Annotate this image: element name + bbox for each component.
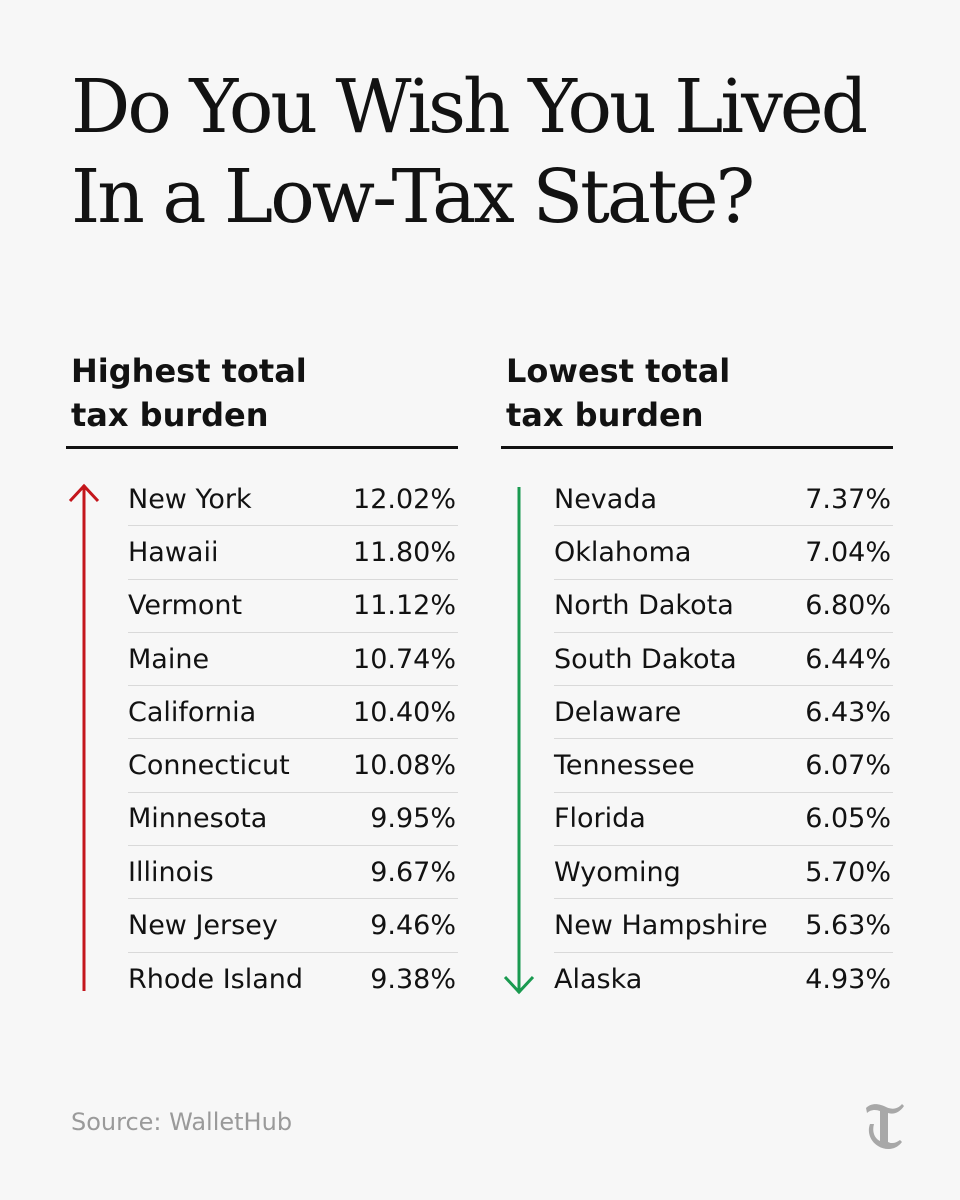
lowest-heading-line-1: Lowest total [506, 352, 731, 390]
up-arrow-head [68, 483, 100, 503]
lowest-heading-line-2: tax burden [506, 396, 704, 434]
list-item: Oklahoma 7.04% [554, 526, 893, 580]
tax-percent: 6.80% [805, 590, 891, 622]
state-name: New Jersey [128, 910, 278, 942]
tax-percent: 6.43% [805, 696, 891, 728]
state-name: North Dakota [554, 590, 734, 622]
list-item: Wyoming 5.70% [554, 846, 893, 900]
up-arrow-icon [68, 483, 100, 991]
tax-percent: 6.07% [805, 750, 891, 782]
nyt-t-logo-icon [866, 1104, 904, 1150]
nyt-t-logo-shape [866, 1104, 904, 1150]
tax-percent: 9.46% [370, 910, 456, 942]
state-name: Minnesota [128, 803, 268, 835]
list-item: California 10.40% [128, 686, 458, 740]
state-name: Florida [554, 803, 646, 835]
tax-percent: 4.93% [805, 963, 891, 995]
tax-percent: 10.40% [353, 696, 456, 728]
tax-percent: 10.08% [353, 750, 456, 782]
state-name: Oklahoma [554, 536, 692, 568]
list-item: New York 12.02% [128, 473, 458, 527]
list-item: Illinois 9.67% [128, 846, 458, 900]
lowest-heading-divider [501, 446, 893, 449]
tax-percent: 11.80% [353, 536, 456, 568]
state-name: Hawaii [128, 536, 219, 568]
list-item: Nevada 7.37% [554, 473, 893, 527]
list-item: Alaska 4.93% [554, 953, 893, 1006]
headline-line-2: In a Low-Tax State? [71, 154, 755, 240]
list-item: Florida 6.05% [554, 793, 893, 847]
list-item: Connecticut 10.08% [128, 739, 458, 793]
state-name: Maine [128, 643, 210, 675]
state-name: Rhode Island [128, 963, 304, 995]
highest-tax-column: Highest total tax burden New York 12.02% … [66, 349, 458, 995]
tax-percent: 7.37% [805, 483, 891, 515]
list-item: North Dakota 6.80% [554, 580, 893, 633]
list-item: Tennessee 6.07% [554, 739, 893, 793]
list-item: Vermont 11.12% [128, 580, 458, 633]
tax-percent: 5.63% [805, 910, 891, 942]
down-arrow-icon [503, 487, 535, 995]
headline: Do You Wish You Lived In a Low-Tax State… [71, 62, 911, 242]
down-arrow-head [503, 975, 535, 995]
tax-percent: 9.38% [370, 963, 456, 995]
tax-percent: 7.04% [805, 536, 891, 568]
state-name: Alaska [554, 963, 643, 995]
tax-percent: 10.74% [353, 643, 456, 675]
tax-percent: 12.02% [353, 483, 456, 515]
state-name: Delaware [554, 696, 682, 728]
tax-percent: 9.67% [370, 856, 456, 888]
lowest-tax-column: Lowest total tax burden Nevada 7.37% Okla… [501, 349, 893, 995]
headline-line-1: Do You Wish You Lived [71, 64, 868, 150]
list-item: Delaware 6.43% [554, 686, 893, 740]
state-name: Wyoming [554, 856, 681, 888]
highest-heading-line-1: Highest total [71, 352, 307, 390]
list-item: Rhode Island 9.38% [128, 953, 458, 1006]
lowest-column-heading: Lowest total tax burden [506, 349, 893, 437]
highest-tax-list: New York 12.02% Hawaii 11.80% Vermont 11.12… [128, 473, 458, 1006]
lowest-tax-list: Nevada 7.37% Oklahoma 7.04% North Dakota 6.… [554, 473, 893, 1006]
highest-heading-divider [66, 446, 458, 449]
tax-percent: 11.12% [353, 590, 456, 622]
tax-percent: 6.44% [805, 643, 891, 675]
state-name: California [128, 696, 257, 728]
state-name: Nevada [554, 483, 658, 515]
state-name: Connecticut [128, 750, 290, 782]
tax-percent: 9.95% [370, 803, 456, 835]
list-item: New Jersey 9.46% [128, 899, 458, 953]
state-name: Tennessee [554, 750, 695, 782]
list-item: Maine 10.74% [128, 633, 458, 687]
list-item: New Hampshire 5.63% [554, 899, 893, 953]
state-name: Illinois [128, 856, 214, 888]
highest-column-heading: Highest total tax burden [71, 349, 458, 437]
state-name: New York [128, 483, 252, 515]
source-credit: Source: WalletHub [71, 1108, 293, 1136]
list-item: Minnesota 9.95% [128, 793, 458, 847]
state-name: New Hampshire [554, 910, 768, 942]
list-item: Hawaii 11.80% [128, 526, 458, 580]
tax-percent: 6.05% [805, 803, 891, 835]
state-name: Vermont [128, 590, 243, 622]
highest-heading-line-2: tax burden [71, 396, 269, 434]
state-name: South Dakota [554, 643, 737, 675]
list-item: South Dakota 6.44% [554, 633, 893, 687]
tax-percent: 5.70% [805, 856, 891, 888]
